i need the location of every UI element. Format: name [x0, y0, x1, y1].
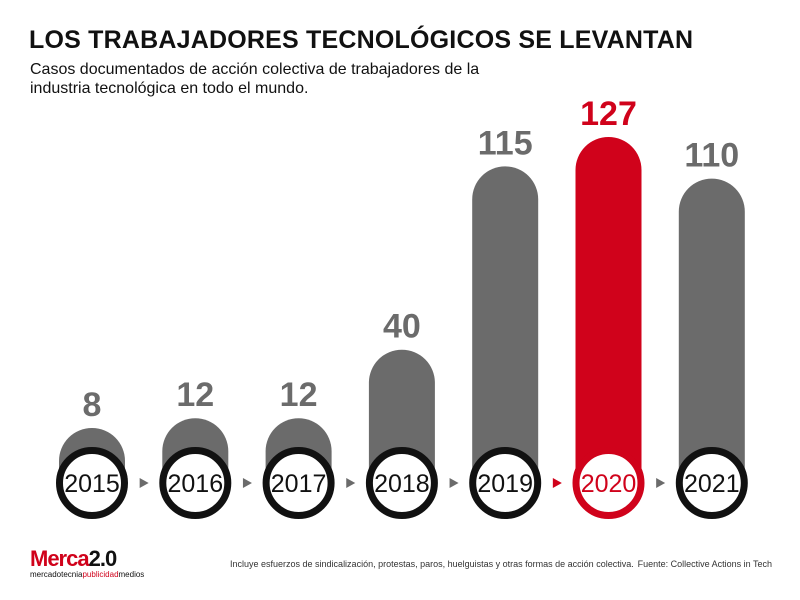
category-label: 2016	[167, 470, 223, 498]
value-label: 40	[383, 308, 421, 346]
year-circle	[262, 447, 335, 519]
year-circle	[572, 447, 645, 519]
arrow-icon	[242, 478, 252, 488]
category-label: 2017	[271, 470, 327, 498]
arrow-icon	[139, 478, 149, 488]
logo-tagline-left: mercadotecnia	[30, 570, 83, 579]
value-label: 12	[280, 376, 318, 414]
category-label: 2020	[581, 470, 637, 498]
bar	[575, 137, 642, 471]
logo-brand: Merca2.0	[30, 548, 144, 570]
bar	[678, 178, 745, 471]
category-label: 2021	[684, 470, 740, 498]
merca20-logo: Merca2.0 mercadotecniapublicidadmedios	[30, 548, 144, 580]
year-circle	[365, 447, 438, 519]
category-label: 2019	[477, 470, 533, 498]
category-label: 2018	[374, 470, 430, 498]
year-circle	[159, 447, 232, 519]
logo-brand-text: Merca	[30, 546, 90, 571]
footer-note: Incluye esfuerzos de sindicalización, pr…	[230, 559, 634, 569]
year-circle	[56, 447, 128, 519]
arrow-icon	[346, 478, 356, 488]
year-circle	[469, 447, 542, 519]
footer-source: Fuente: Collective Actions in Tech	[637, 559, 772, 569]
logo-tagline-mid: publicidad	[82, 570, 119, 579]
bar	[368, 349, 435, 470]
value-label: 115	[478, 124, 533, 162]
arrow-icon	[449, 478, 459, 488]
category-label: 2015	[64, 470, 120, 498]
logo-brand-number: 2.0	[88, 546, 118, 571]
chart-subtitle: Casos documentados de acción colectiva d…	[30, 61, 480, 97]
value-label: 110	[684, 137, 739, 175]
value-label: 12	[176, 376, 214, 414]
bar	[472, 166, 539, 470]
logo-tagline-right: medios	[118, 570, 145, 579]
value-label: 8	[83, 386, 102, 424]
chart-title: LOS TRABAJADORES TECNOLÓGICOS SE LEVANTA…	[29, 26, 694, 54]
logo-tagline: mercadotecniapublicidadmedios	[30, 570, 144, 579]
arrow-icon	[656, 478, 666, 488]
arrow-icon	[552, 478, 562, 488]
year-circle	[675, 447, 748, 519]
value-label: 127	[580, 95, 637, 133]
